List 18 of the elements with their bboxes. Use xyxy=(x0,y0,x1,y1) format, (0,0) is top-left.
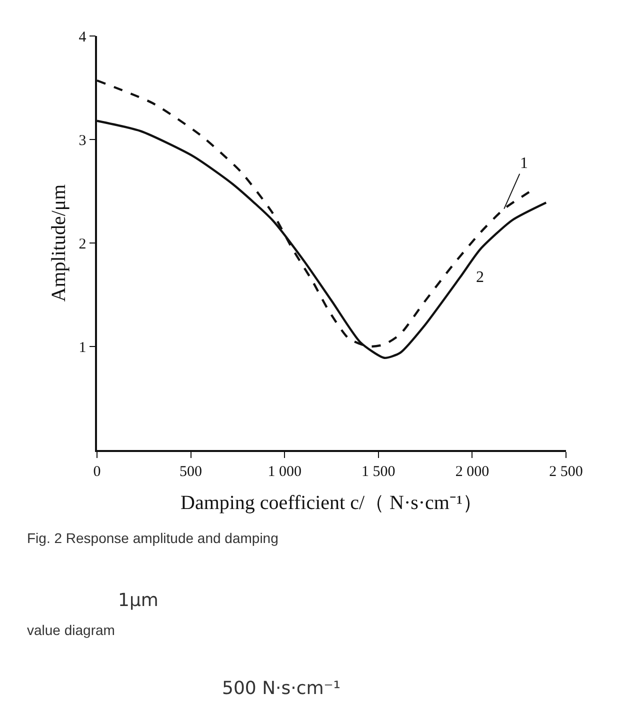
x-tick-label: 0 xyxy=(93,464,101,480)
x-tick-label: 500 xyxy=(180,464,202,480)
y-tick-label: 2 xyxy=(78,236,86,252)
x-tick-label: 2 500 xyxy=(549,464,583,480)
x-tick-label: 2 000 xyxy=(455,464,490,480)
y-tick-label: 4 xyxy=(78,29,87,46)
y-axis-title: Amplitude/μm xyxy=(48,184,70,302)
y-tick-label: 1 xyxy=(78,340,86,356)
x-axis-title: Damping coefficient c/（ N·s·cm⁻¹） xyxy=(180,492,482,514)
series-label: 2 xyxy=(476,269,484,286)
text: 1μm xyxy=(118,590,158,611)
y-tick-label: 3 xyxy=(78,132,86,149)
x-tick-label: 1 500 xyxy=(362,464,396,480)
caption: Fig. 2 Response amplitude and damping xyxy=(27,530,278,546)
text: 500 N·s·cm⁻¹ xyxy=(222,678,341,699)
series-label: 1 xyxy=(520,155,528,172)
x-tick-label: 1 000 xyxy=(268,464,302,480)
text: value diagram xyxy=(27,622,115,638)
